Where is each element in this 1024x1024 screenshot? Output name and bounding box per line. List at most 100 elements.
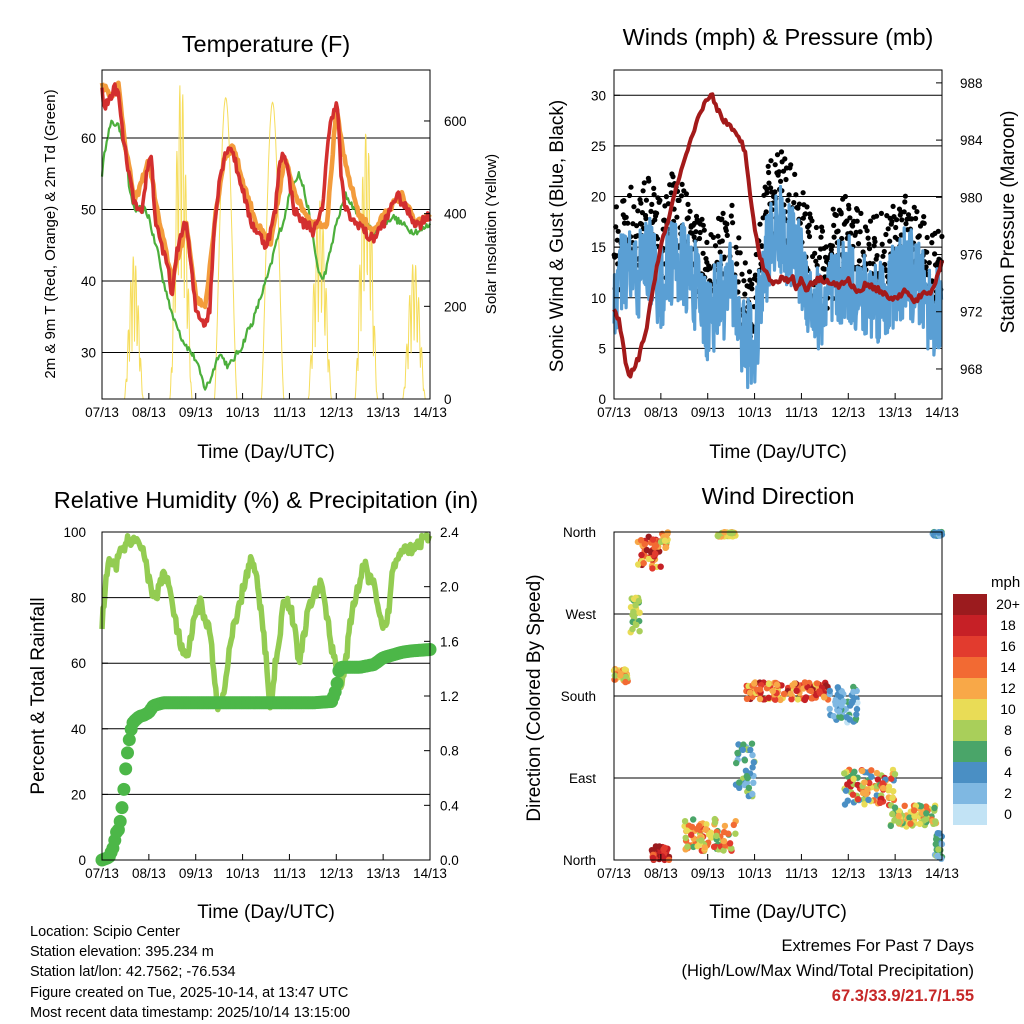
direction-point bbox=[765, 694, 772, 701]
direction-point bbox=[701, 844, 708, 851]
gust-point bbox=[813, 258, 819, 264]
direction-point bbox=[876, 799, 884, 806]
gust-point bbox=[778, 149, 785, 155]
wind-direction-panel: Wind Direction NorthEastSouthWestNorth07… bbox=[524, 483, 1020, 923]
temp-xtick-label: 07/13 bbox=[85, 405, 119, 420]
solar-day-curve bbox=[124, 256, 144, 400]
gust-point bbox=[717, 249, 723, 255]
gust-point bbox=[691, 220, 698, 226]
direction-point bbox=[728, 845, 735, 852]
winds-ylabel-right: Station Pressure (Maroon) bbox=[998, 111, 1019, 334]
gust-point bbox=[651, 192, 657, 198]
colorbar-label: 6 bbox=[1004, 743, 1012, 759]
direction-point bbox=[885, 787, 892, 794]
direction-point bbox=[901, 802, 908, 809]
direction-point bbox=[773, 681, 781, 688]
direction-point bbox=[696, 822, 703, 830]
direction-point bbox=[880, 784, 887, 792]
direction-point bbox=[725, 830, 732, 837]
gust-point bbox=[911, 204, 917, 210]
gust-point bbox=[867, 218, 874, 224]
direction-point bbox=[865, 796, 872, 803]
direction-point bbox=[732, 830, 739, 837]
gust-point bbox=[640, 188, 646, 194]
direction-point bbox=[756, 695, 764, 703]
rh-ytick-label: 40 bbox=[71, 722, 86, 737]
gust-point bbox=[921, 214, 927, 220]
direction-point bbox=[649, 536, 657, 543]
temp-9m-line bbox=[99, 80, 432, 310]
gust-point bbox=[846, 206, 852, 212]
gust-point bbox=[804, 204, 810, 210]
temp-ytick-label: 50 bbox=[81, 202, 96, 217]
gust-point bbox=[874, 253, 880, 259]
direction-point bbox=[636, 628, 643, 635]
rainfall-point bbox=[113, 814, 127, 828]
direction-point bbox=[659, 853, 666, 860]
wind-xtick-label: 11/13 bbox=[785, 405, 818, 420]
gust-point bbox=[874, 213, 880, 219]
gust-point bbox=[654, 236, 661, 242]
gust-point bbox=[739, 271, 745, 277]
gust-point bbox=[648, 208, 654, 214]
gust-point bbox=[802, 211, 809, 217]
temp-2m-line bbox=[100, 82, 432, 328]
direction-point bbox=[850, 775, 857, 782]
gust-point bbox=[835, 228, 841, 234]
solar-day-curve bbox=[402, 264, 426, 400]
direction-point bbox=[649, 565, 656, 572]
rh-ytick-label: 0 bbox=[78, 853, 86, 868]
gust-point bbox=[687, 208, 693, 214]
direction-point bbox=[788, 696, 795, 703]
gust-point bbox=[796, 201, 803, 207]
gust-point bbox=[641, 180, 647, 186]
gust-point bbox=[785, 197, 791, 203]
gust-point bbox=[791, 200, 797, 206]
temperature-xlabel: Time (Day/UTC) bbox=[197, 442, 335, 463]
direction-point bbox=[935, 846, 942, 853]
direction-point bbox=[794, 696, 802, 703]
dir-xtick-label: 10/13 bbox=[738, 866, 772, 881]
gust-point bbox=[634, 223, 640, 229]
direction-point bbox=[859, 767, 866, 775]
direction-point bbox=[651, 544, 658, 551]
direction-point bbox=[743, 695, 751, 702]
rainfall-point bbox=[122, 733, 136, 747]
direction-point bbox=[838, 702, 845, 709]
gust-point bbox=[935, 228, 941, 234]
gust-point bbox=[778, 178, 784, 184]
wind-xtick-label: 13/13 bbox=[878, 405, 912, 420]
gust-point bbox=[646, 178, 652, 184]
colorbar-title: mph bbox=[991, 574, 1020, 591]
gust-point bbox=[635, 208, 641, 214]
colorbar-swatch bbox=[953, 720, 987, 741]
gust-point bbox=[812, 250, 818, 256]
gust-point bbox=[676, 197, 682, 203]
direction-point bbox=[916, 820, 923, 828]
colorbar-swatch bbox=[953, 699, 987, 720]
direction-point bbox=[834, 684, 841, 691]
gust-point bbox=[889, 218, 895, 225]
direction-point bbox=[807, 687, 815, 695]
gust-point bbox=[806, 222, 812, 228]
direction-point bbox=[635, 597, 643, 605]
gust-point bbox=[746, 269, 753, 275]
rh-xtick-label: 11/13 bbox=[273, 866, 306, 881]
direction-point bbox=[777, 696, 784, 704]
colorbar-swatch bbox=[953, 594, 987, 615]
direction-point bbox=[711, 815, 718, 823]
recent-data-text: Most recent data timestamp: 2025/10/14 1… bbox=[30, 1004, 351, 1021]
direction-point bbox=[751, 680, 758, 687]
gust-point bbox=[643, 215, 649, 222]
rh-xtick-label: 09/13 bbox=[179, 866, 213, 881]
direction-point bbox=[820, 693, 828, 700]
gust-point bbox=[723, 228, 729, 234]
direction-point bbox=[720, 847, 727, 854]
direction-point bbox=[842, 787, 850, 794]
extremes-subtitle: (High/Low/Max Wind/Total Precipitation) bbox=[681, 962, 974, 980]
gust-point bbox=[850, 223, 856, 229]
direction-point bbox=[638, 551, 645, 559]
gust-point bbox=[757, 221, 763, 227]
gust-point bbox=[829, 243, 836, 249]
